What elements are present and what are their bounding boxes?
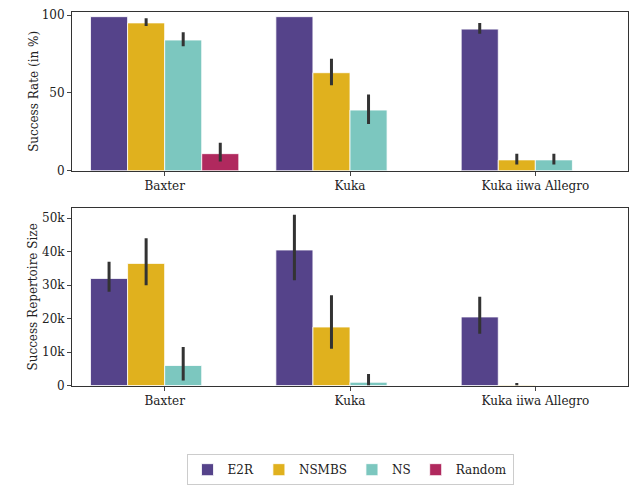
svg-text:Success Repertoire Size: Success Repertoire Size [26, 223, 40, 370]
svg-text:20k: 20k [42, 312, 65, 326]
svg-text:Kuka iiwa Allegro: Kuka iiwa Allegro [481, 394, 589, 408]
svg-text:Kuka iiwa Allegro: Kuka iiwa Allegro [481, 179, 589, 193]
svg-text:NSMBS: NSMBS [299, 463, 347, 477]
svg-text:NS: NS [392, 463, 411, 477]
svg-text:E2R: E2R [228, 463, 254, 477]
svg-text:0: 0 [57, 379, 65, 393]
svg-text:100: 100 [42, 8, 65, 22]
svg-text:0: 0 [57, 164, 65, 178]
svg-text:10k: 10k [42, 345, 65, 359]
svg-text:40k: 40k [42, 245, 65, 259]
svg-text:Random: Random [456, 463, 507, 477]
svg-text:50k: 50k [42, 211, 65, 225]
svg-text:Kuka: Kuka [335, 179, 366, 193]
svg-text:Success Rate (in %): Success Rate (in %) [27, 31, 41, 152]
svg-text:30k: 30k [42, 278, 65, 292]
svg-text:Kuka: Kuka [335, 394, 366, 408]
svg-text:Baxter: Baxter [144, 179, 185, 193]
svg-text:50: 50 [49, 86, 64, 100]
svg-text:Baxter: Baxter [144, 394, 185, 408]
